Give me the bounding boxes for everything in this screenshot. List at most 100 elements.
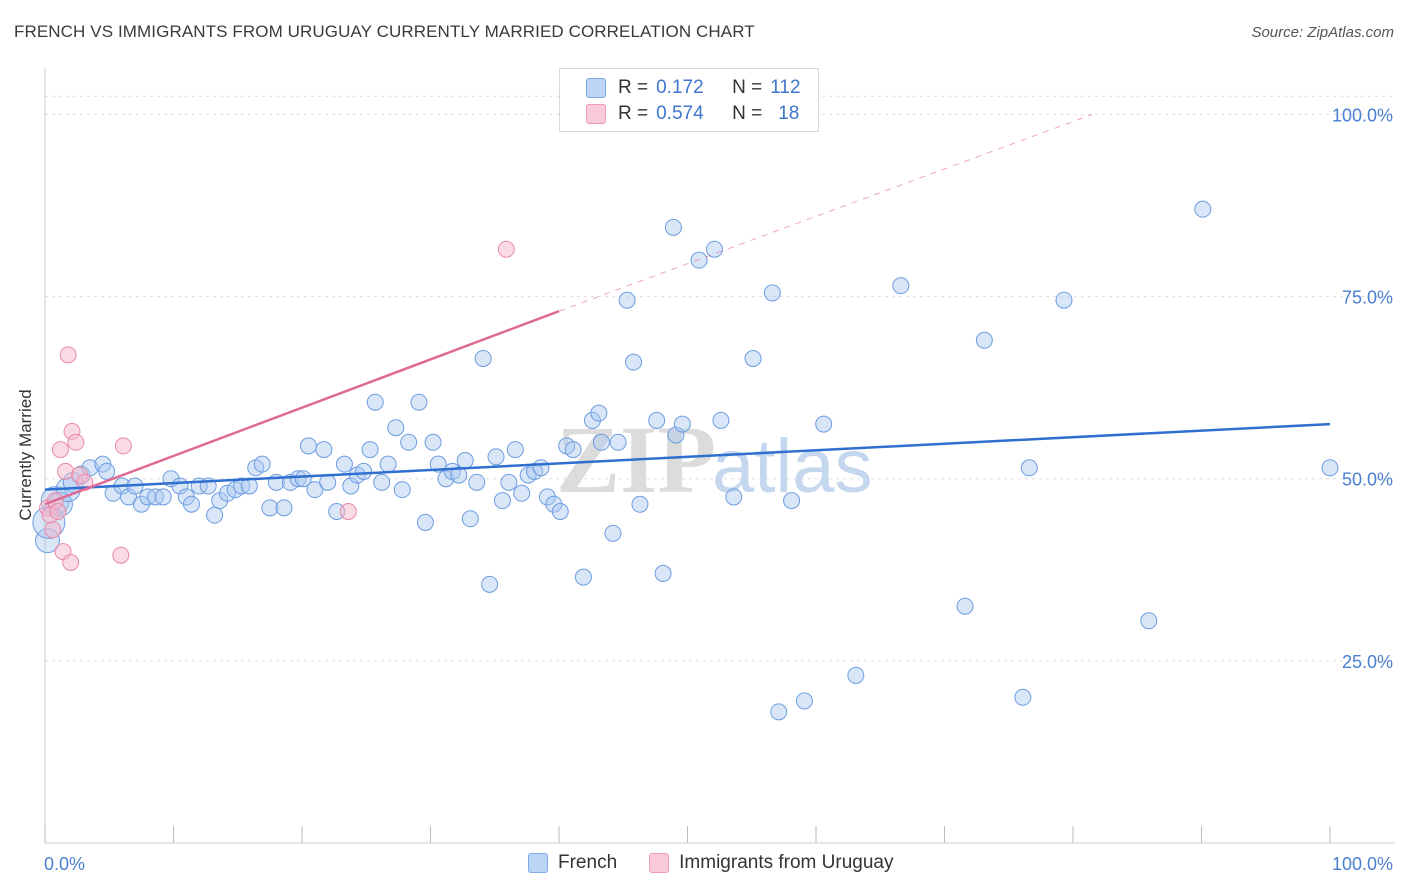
french-point	[410, 393, 428, 411]
french-point	[154, 488, 172, 506]
french-point	[361, 441, 379, 459]
french-point	[456, 452, 474, 469]
french-point	[379, 455, 397, 473]
french-point	[1055, 291, 1073, 309]
french-point	[538, 488, 556, 506]
french-point	[725, 488, 743, 506]
french-point	[1014, 688, 1032, 706]
tick-labels: 25.0% 50.0% 75.0% 100.0% 0.0% 100.0%	[44, 105, 1393, 874]
french-point	[493, 492, 511, 510]
french-point	[763, 284, 781, 302]
french-point	[513, 484, 531, 502]
uruguay-r-label: R =	[618, 103, 649, 124]
french-point	[783, 492, 801, 510]
y-tick-label: 100.0%	[1332, 105, 1393, 125]
french-point	[815, 415, 833, 433]
french-legend-swatch	[528, 853, 548, 873]
legend-row-french: R = 0.172 N = 112	[586, 77, 801, 99]
uruguay-point	[44, 521, 62, 539]
uruguay-point	[59, 346, 77, 364]
french-point	[294, 470, 312, 488]
uruguay-n-value: 18	[778, 103, 800, 124]
french-point	[1020, 459, 1038, 477]
french-point	[253, 455, 271, 473]
french-point	[1321, 459, 1339, 477]
french-point	[690, 251, 708, 269]
uruguay-point	[112, 546, 130, 564]
french-point	[551, 503, 569, 520]
french-point	[120, 488, 138, 506]
legend-item-uruguay[interactable]: Immigrants from Uruguay	[649, 852, 893, 874]
uruguay-point	[339, 503, 357, 520]
legend-row-uruguay: R = 0.574 N = 18	[586, 103, 799, 125]
uruguay-point	[57, 462, 75, 480]
y-tick-label: 50.0%	[1342, 470, 1393, 490]
uruguay-point	[49, 503, 67, 520]
french-point	[1194, 200, 1212, 218]
french-point	[500, 473, 518, 491]
y-tick-label: 25.0%	[1342, 652, 1393, 672]
french-point	[289, 470, 307, 488]
french-point	[132, 495, 150, 513]
french-point	[481, 575, 499, 593]
french-point	[306, 481, 324, 499]
uruguay-point	[51, 441, 69, 459]
french-point	[450, 466, 468, 484]
french-point	[847, 666, 865, 684]
french-point	[400, 433, 418, 451]
french-point	[892, 277, 910, 295]
french-point	[506, 441, 524, 459]
french-point	[355, 462, 373, 480]
french-point	[182, 495, 200, 513]
uruguay-point	[67, 433, 85, 451]
french-n-value: 112	[770, 77, 801, 98]
uruguay-point	[62, 554, 80, 571]
french-point	[770, 703, 788, 721]
french-point	[648, 411, 666, 429]
french-point	[673, 415, 691, 433]
uruguay-r-value: 0.574	[656, 103, 704, 124]
french-point	[956, 597, 974, 615]
french-point	[583, 411, 601, 429]
french-point	[98, 462, 116, 480]
french-point	[387, 419, 405, 437]
french-legend-label: French	[558, 852, 618, 873]
series-legend: French Immigrants from Uruguay	[528, 852, 925, 874]
french-point	[667, 426, 685, 444]
chart-title: FRENCH VS IMMIGRANTS FROM URUGUAY CURREN…	[14, 22, 755, 41]
french-point	[416, 513, 434, 531]
french-point	[545, 495, 563, 513]
uruguay-n-label: N =	[732, 103, 763, 124]
french-point	[574, 568, 592, 586]
x-tick-label-min: 0.0%	[44, 854, 85, 874]
french-swatch	[586, 78, 606, 98]
uruguay-trendline-extension	[558, 113, 1093, 312]
uruguay-legend-label: Immigrants from Uruguay	[679, 852, 894, 873]
uruguay-point	[497, 240, 515, 258]
french-point	[654, 564, 672, 582]
french-point	[975, 331, 993, 349]
axes	[44, 68, 1395, 844]
french-point	[618, 291, 636, 309]
legend-item-french[interactable]: French	[528, 852, 617, 874]
french-point	[424, 433, 442, 451]
french-point	[592, 433, 610, 451]
french-point	[664, 218, 682, 236]
french-point	[393, 481, 411, 499]
french-point	[474, 350, 492, 367]
french-r-value: 0.172	[656, 77, 704, 98]
french-point	[319, 473, 337, 491]
french-point	[335, 455, 353, 473]
french-point	[315, 441, 333, 459]
gridlines	[45, 95, 1395, 662]
trendlines	[44, 113, 1331, 506]
french-trendline	[44, 422, 1331, 491]
french-point	[590, 404, 608, 422]
french-point	[604, 524, 622, 542]
french-point	[1140, 612, 1158, 630]
french-point	[795, 692, 813, 710]
french-point	[461, 510, 479, 528]
french-point	[206, 506, 224, 524]
french-point	[275, 499, 293, 517]
